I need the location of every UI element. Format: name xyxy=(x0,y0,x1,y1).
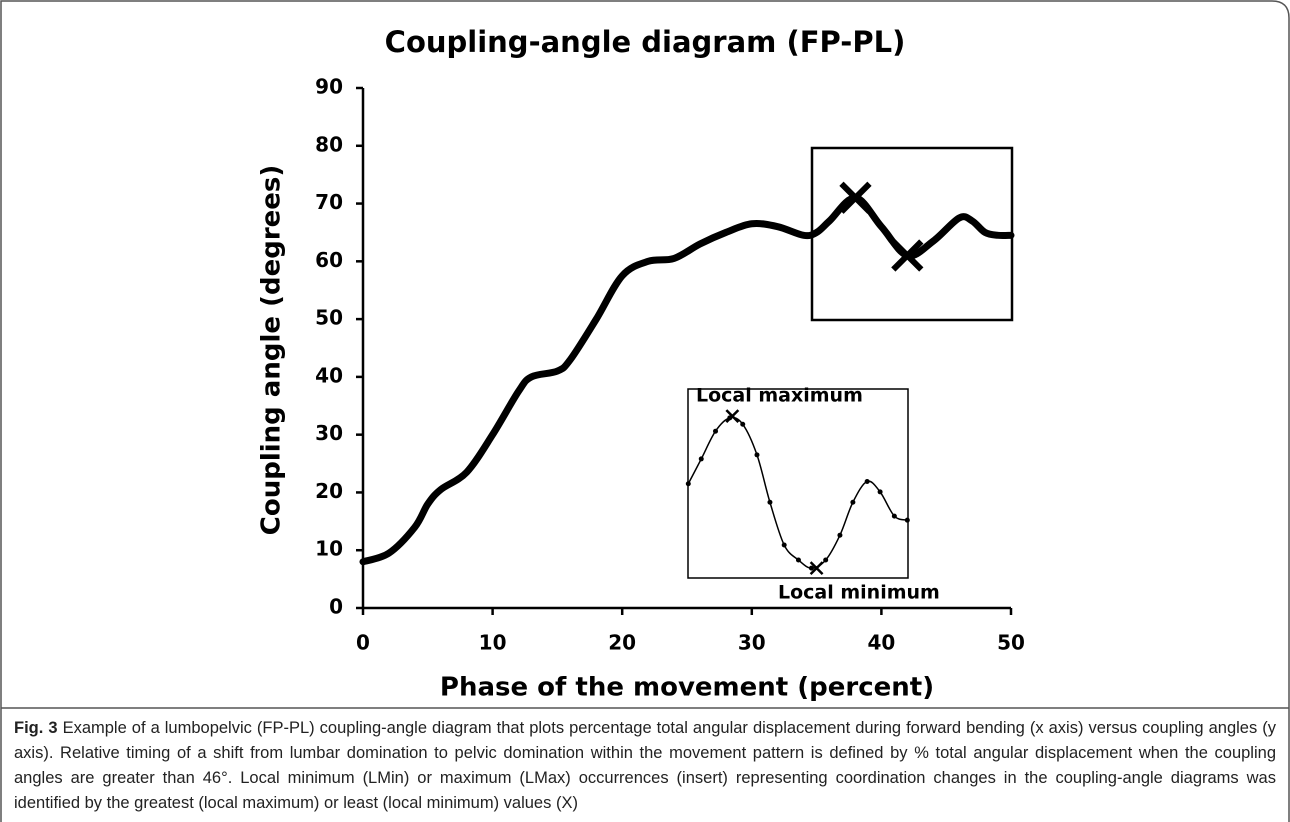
x-tick-label: 40 xyxy=(867,631,895,655)
x-tick-label: 50 xyxy=(997,631,1025,655)
marker-x xyxy=(891,239,924,272)
inset-point xyxy=(864,478,870,484)
inset-point xyxy=(823,557,829,563)
y-tick-label: 80 xyxy=(315,132,343,156)
caption-label: Fig. 3 xyxy=(14,719,58,737)
inset-point xyxy=(891,513,897,519)
y-tick-label: 90 xyxy=(315,75,343,99)
y-tick-label: 60 xyxy=(315,248,343,272)
inset-box xyxy=(687,388,909,579)
inset-marker xyxy=(809,561,824,576)
inset-max-label: Local maximum xyxy=(696,385,863,407)
x-axis-label: Phase of the movement (percent) xyxy=(440,673,934,703)
caption: Fig. 3 Example of a lumbopelvic (FP-PL) … xyxy=(14,716,1276,816)
y-tick-label: 40 xyxy=(315,363,343,387)
x-tick-label: 20 xyxy=(608,631,636,655)
y-tick-label: 70 xyxy=(315,190,343,214)
inset-point xyxy=(808,565,814,571)
inset-point xyxy=(698,456,704,462)
y-axis-label: Coupling angle (degrees) xyxy=(257,165,287,536)
caption-text: Example of a lumbopelvic (FP-PL) couplin… xyxy=(14,719,1276,812)
line-series xyxy=(359,194,1015,566)
chart-title: Coupling-angle diagram (FP-PL) xyxy=(385,25,906,59)
inset-point xyxy=(685,481,691,487)
y-tick-label: 0 xyxy=(329,595,343,619)
inset-point xyxy=(713,428,719,434)
inset-marker xyxy=(725,409,740,424)
x-tick-label: 10 xyxy=(479,631,507,655)
inset-min-label: Local minimum xyxy=(778,582,940,604)
inset-point xyxy=(754,452,760,458)
inset-point xyxy=(837,532,843,538)
inset-point xyxy=(904,517,910,523)
y-tick-label: 20 xyxy=(315,479,343,503)
inset-point xyxy=(767,499,773,505)
x-tick-label: 30 xyxy=(738,631,766,655)
inset-point xyxy=(877,489,883,495)
inset-point xyxy=(781,542,787,548)
inset-point xyxy=(850,499,856,505)
marker-x xyxy=(839,181,872,214)
inset-point xyxy=(740,421,746,427)
x-tick-label: 0 xyxy=(356,631,370,655)
y-tick-label: 10 xyxy=(315,537,343,561)
inset-point xyxy=(795,557,801,563)
y-tick-label: 50 xyxy=(315,306,343,330)
y-tick-label: 30 xyxy=(315,421,343,445)
